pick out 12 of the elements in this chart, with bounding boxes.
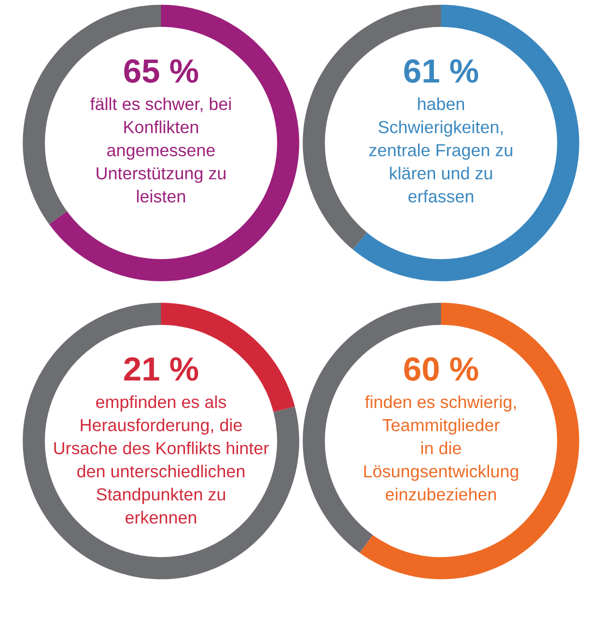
text: haben Schwierigkeiten, zentrale Fragen zu klären und zu erfassen [369, 97, 512, 203]
data-label: 65 % [124, 59, 198, 83]
text: finden es schwierig, Teammitglieder in die Lösungsentwicklung einzubeziehen [364, 395, 518, 501]
data-label: 60 % [404, 357, 478, 381]
data-label: 61 % [404, 59, 478, 83]
donut-slice [22, 302, 300, 580]
donut-slice [360, 302, 580, 580]
text: empfinden es als Herausforderung, die Ursache des Konflikts hinter den unterschiedlichen Standpunkten zu erkennen [54, 395, 269, 524]
data-label: 21 % [124, 357, 198, 381]
text: fällt es schwer, bei Konflikten angemessene Unterstützung zu leisten [90, 97, 231, 203]
donut-slice [352, 4, 580, 282]
donut-slice [49, 4, 300, 282]
